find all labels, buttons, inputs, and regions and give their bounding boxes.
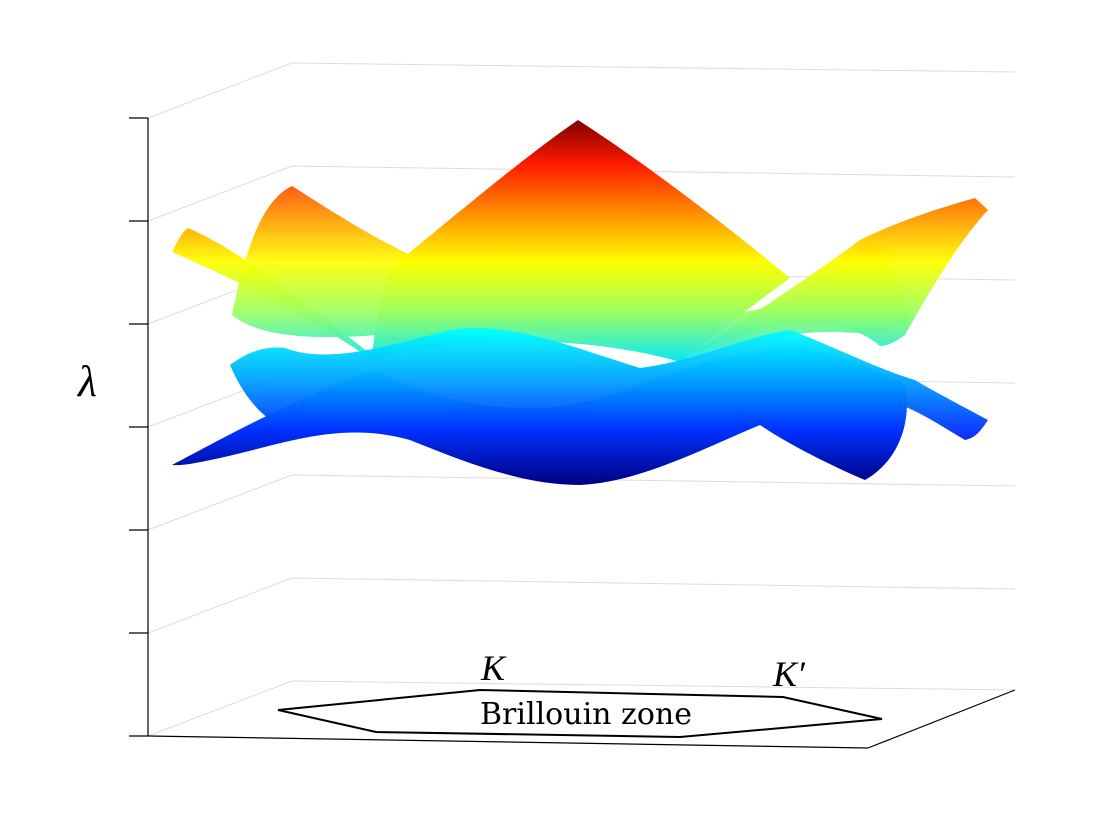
lower-band-surface bbox=[172, 328, 988, 485]
k-point-label: K bbox=[480, 648, 507, 688]
brillouin-zone-label: Brillouin zone bbox=[480, 697, 692, 732]
upper-band-surface bbox=[172, 120, 988, 362]
vertical-axis bbox=[129, 117, 149, 737]
y-axis-label: λ bbox=[76, 357, 97, 406]
upper-band-front-sheet bbox=[172, 198, 988, 362]
upper-band-peak bbox=[372, 120, 790, 362]
brillouin-zone: Brillouin zone K K′ bbox=[277, 648, 883, 739]
base-axes bbox=[147, 689, 1016, 749]
k-prime-point-label: K′ bbox=[772, 654, 806, 694]
brillouin-zone-hexagon bbox=[277, 688, 883, 739]
lower-band-front-sheet bbox=[172, 346, 907, 485]
